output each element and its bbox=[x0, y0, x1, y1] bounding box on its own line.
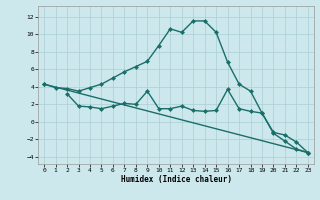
X-axis label: Humidex (Indice chaleur): Humidex (Indice chaleur) bbox=[121, 175, 231, 184]
